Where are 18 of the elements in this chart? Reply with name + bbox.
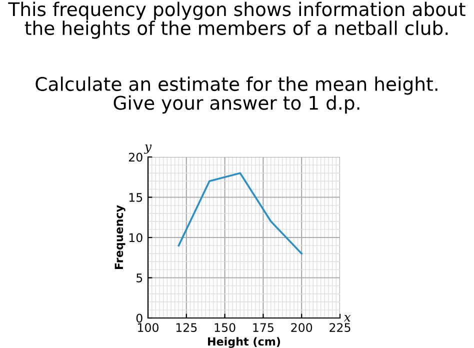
y-tick-label: 20 [128,152,142,162]
x-tick-label: 200 [291,323,312,332]
x-tick-label: 175 [253,323,274,332]
x-tick-label: 100 [138,323,158,332]
y-tick-label: 0 [136,314,142,323]
y-tick-label: 5 [136,274,142,282]
x-tick-label: 150 [214,323,236,332]
x-tick-label: 225 [330,323,350,332]
chart-subtitle: Calculate an estimate for the mean height. Give your answer to 1 d.p. [36,76,438,114]
y-tick-label: 15 [129,193,142,202]
line-series [178,172,303,255]
x-axis-title: Height (cm) [208,337,280,348]
y-tick-label: 10 [129,233,142,242]
x-tick-label: 125 [176,323,197,332]
y-axis-title: Frequency [114,205,126,269]
text: y [144,144,152,154]
text: x [344,314,351,322]
chart-title: This frequency polygon shows information about the heights of the members of a netball club. [8,2,466,39]
